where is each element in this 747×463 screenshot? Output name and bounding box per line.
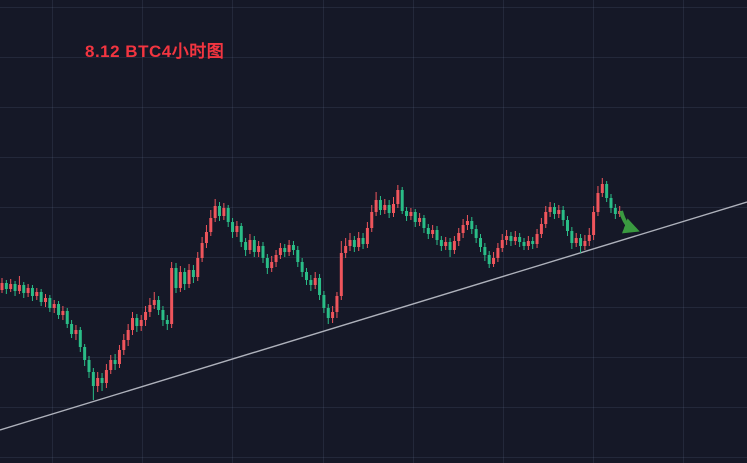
chart-title: 8.12 BTC4小时图 <box>85 42 225 61</box>
candlestick-series <box>0 178 622 400</box>
trendline <box>0 201 747 431</box>
down-arrow-annotation-icon <box>619 210 640 234</box>
